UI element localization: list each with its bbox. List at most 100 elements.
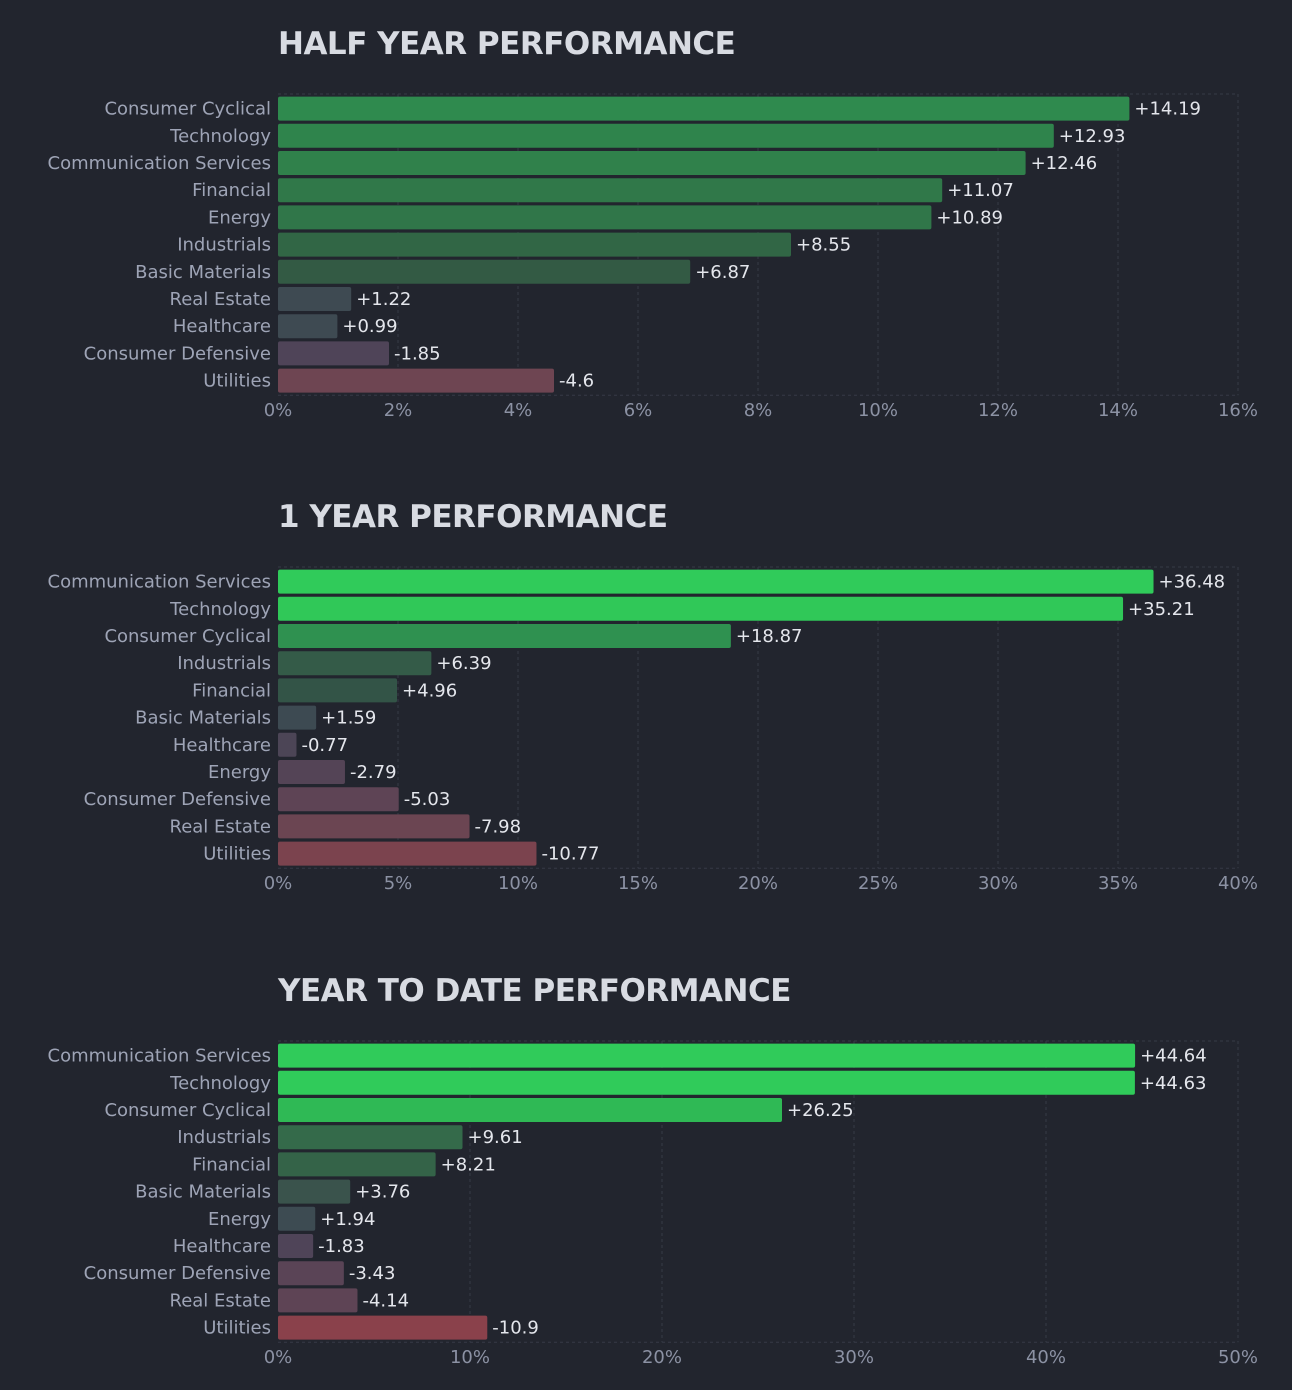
x-tick-label: 10% — [498, 873, 538, 894]
category-label: Industrials — [177, 235, 271, 256]
bar — [278, 596, 1124, 621]
category-label: Utilities — [203, 1318, 271, 1339]
category-label: Communication Services — [48, 153, 272, 174]
value-label: +35.21 — [1128, 599, 1195, 620]
bar — [278, 151, 1026, 175]
value-label: +3.76 — [355, 1182, 410, 1203]
bar — [278, 1043, 1136, 1068]
x-tick-label: 2% — [384, 400, 413, 421]
value-label: -0.77 — [301, 735, 348, 756]
bar — [278, 678, 398, 703]
x-tick-label: 40% — [1218, 873, 1258, 894]
value-label: -10.77 — [541, 844, 599, 865]
bar — [278, 787, 399, 812]
value-label: +8.21 — [441, 1154, 496, 1175]
x-tick-label: 50% — [1218, 1347, 1258, 1368]
category-label: Consumer Cyclical — [104, 99, 271, 120]
value-label: +4.96 — [402, 680, 457, 701]
bar — [278, 624, 731, 648]
value-label: +44.63 — [1140, 1073, 1207, 1094]
x-tick-label: 35% — [1098, 873, 1138, 894]
category-label: Real Estate — [170, 289, 272, 310]
category-label: Communication Services — [48, 1046, 272, 1067]
bar — [278, 341, 389, 366]
chart-title: 1 YEAR PERFORMANCE — [278, 499, 668, 535]
category-label: Consumer Cyclical — [104, 1100, 271, 1121]
ytd-plot: Communication Services +44.64 Technology +4… — [48, 1040, 1258, 1368]
x-tick-label: 16% — [1218, 400, 1258, 421]
bar — [278, 1234, 314, 1258]
bar — [278, 96, 1130, 121]
category-label: Technology — [169, 599, 271, 620]
value-label: +12.93 — [1059, 126, 1126, 147]
category-label: Communication Services — [48, 572, 272, 593]
bar — [278, 287, 352, 311]
category-label: Financial — [192, 1154, 271, 1175]
half-year-chart: HALF YEAR PERFORMANCE Consumer Cyclical +… — [0, 26, 1292, 426]
bar — [278, 259, 691, 284]
x-tick-label: 0% — [264, 1347, 293, 1368]
value-label: +1.22 — [356, 289, 411, 310]
ytd-chart: YEAR TO DATE PERFORMANCE Communication S… — [0, 973, 1292, 1373]
bar — [278, 232, 791, 257]
bar — [278, 651, 432, 676]
chart-title: HALF YEAR PERFORMANCE — [278, 26, 736, 62]
category-label: Consumer Defensive — [84, 343, 271, 364]
x-tick-label: 20% — [738, 873, 778, 894]
x-tick-label: 12% — [978, 400, 1018, 421]
bar — [278, 841, 537, 866]
chart-title: YEAR TO DATE PERFORMANCE — [278, 973, 791, 1009]
category-label: Utilities — [203, 371, 271, 392]
category-label: Healthcare — [173, 1236, 271, 1257]
bar — [278, 1261, 344, 1286]
value-label: +8.55 — [796, 235, 851, 256]
x-tick-label: 0% — [264, 400, 293, 421]
category-label: Basic Materials — [135, 1182, 271, 1203]
x-tick-label: 0% — [264, 873, 293, 894]
value-label: -1.83 — [318, 1236, 365, 1257]
category-label: Real Estate — [170, 1290, 272, 1311]
x-tick-label: 6% — [624, 400, 653, 421]
category-label: Energy — [208, 762, 271, 783]
bar — [278, 123, 1054, 148]
category-label: Technology — [169, 1073, 271, 1094]
one-year-chart: 1 YEAR PERFORMANCE Communication Service… — [0, 499, 1292, 899]
x-tick-label: 8% — [744, 400, 773, 421]
bar — [278, 569, 1154, 594]
bar — [278, 732, 297, 757]
value-label: +6.87 — [695, 262, 750, 283]
x-tick-label: 20% — [642, 1347, 682, 1368]
category-label: Industrials — [177, 653, 271, 674]
half-year-plot: Consumer Cyclical +14.19 Technology +12.93 C… — [48, 93, 1258, 421]
x-tick-label: 40% — [1026, 1347, 1066, 1368]
bar — [278, 1206, 316, 1231]
bar — [278, 314, 338, 339]
category-label: Energy — [208, 1209, 271, 1230]
bar — [278, 205, 932, 230]
value-label: +9.61 — [468, 1127, 523, 1148]
value-label: +26.25 — [787, 1100, 854, 1121]
value-label: -10.9 — [492, 1318, 539, 1339]
value-label: +18.87 — [736, 626, 803, 647]
category-label: Basic Materials — [135, 262, 271, 283]
value-label: -4.6 — [559, 371, 594, 392]
value-label: +6.39 — [436, 653, 491, 674]
category-label: Healthcare — [173, 316, 271, 337]
one-year-plot: Communication Services +36.48 Technology +3… — [48, 566, 1258, 894]
category-label: Consumer Defensive — [84, 1263, 271, 1284]
x-tick-label: 10% — [450, 1347, 490, 1368]
value-label: +1.94 — [320, 1209, 375, 1230]
x-tick-label: 30% — [834, 1347, 874, 1368]
value-label: -4.14 — [362, 1290, 409, 1311]
category-label: Consumer Defensive — [84, 789, 271, 810]
value-label: +0.99 — [342, 316, 397, 337]
value-label: +14.19 — [1134, 99, 1201, 120]
category-label: Basic Materials — [135, 708, 271, 729]
value-label: -7.98 — [475, 816, 522, 837]
value-label: -5.03 — [404, 789, 451, 810]
category-label: Financial — [192, 680, 271, 701]
category-label: Technology — [169, 126, 271, 147]
bar — [278, 1179, 351, 1204]
category-label: Consumer Cyclical — [104, 626, 271, 647]
value-label: +36.48 — [1159, 572, 1226, 593]
